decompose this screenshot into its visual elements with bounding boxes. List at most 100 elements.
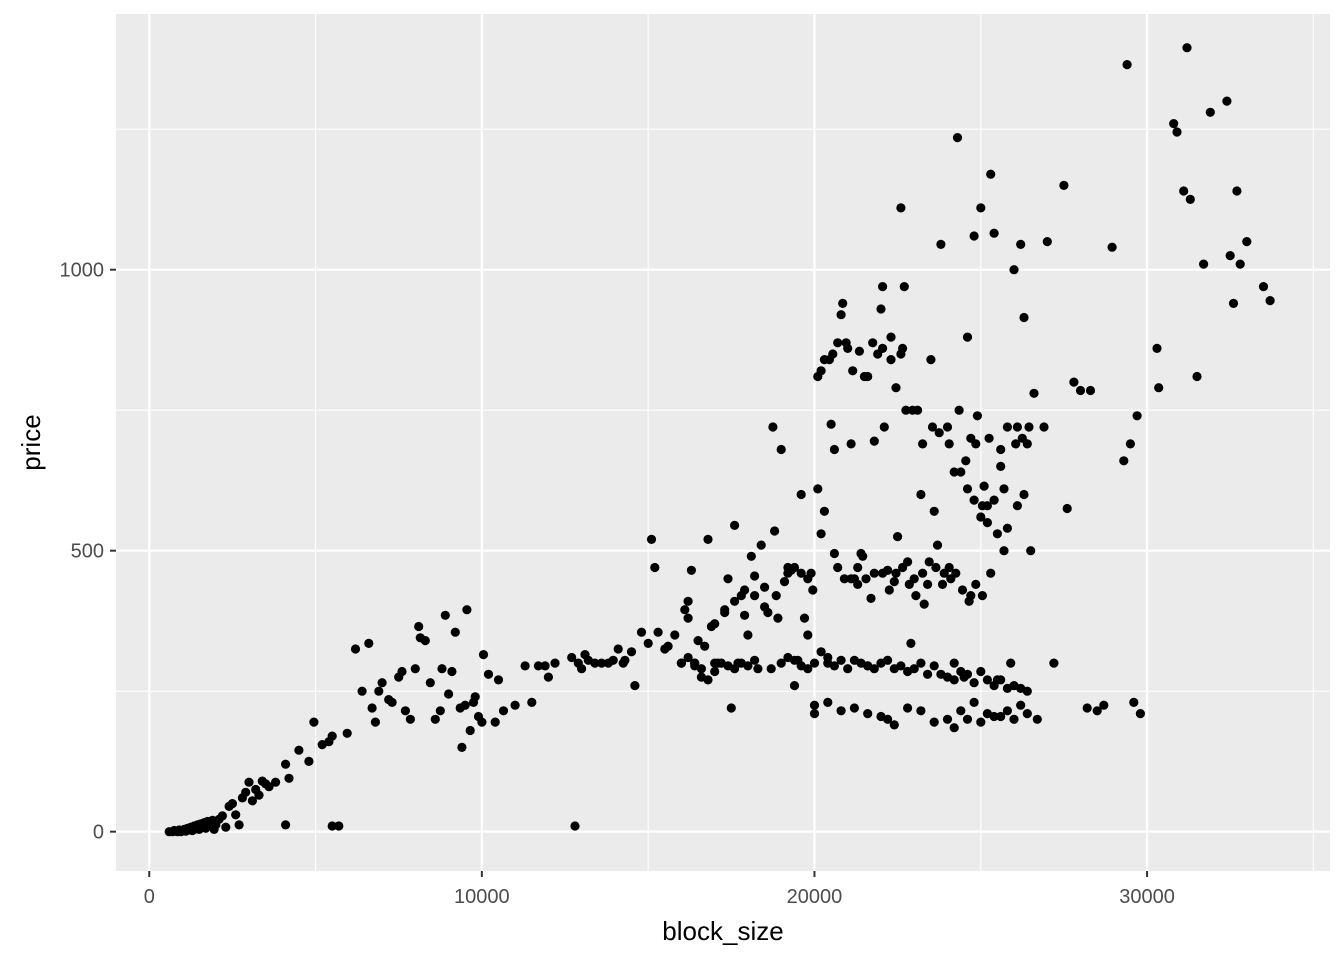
- data-point: [470, 692, 480, 702]
- data-point: [231, 810, 241, 820]
- data-point: [294, 745, 304, 755]
- data-point: [693, 636, 703, 646]
- data-point: [221, 822, 231, 832]
- data-point: [923, 669, 933, 679]
- data-point: [1228, 298, 1239, 308]
- data-point: [816, 366, 826, 376]
- data-point: [1009, 714, 1019, 724]
- data-point: [680, 605, 690, 615]
- data-point: [949, 675, 959, 685]
- data-point: [962, 669, 973, 679]
- data-point: [1042, 237, 1052, 247]
- data-point: [901, 405, 911, 415]
- data-point: [460, 700, 470, 710]
- data-point: [510, 700, 520, 710]
- data-point: [723, 574, 733, 584]
- data-point: [816, 529, 826, 539]
- data-point: [924, 557, 934, 567]
- data-point: [776, 658, 786, 668]
- data-point: [420, 636, 430, 646]
- data-point: [916, 706, 926, 716]
- data-point: [1122, 60, 1132, 70]
- data-point: [944, 562, 954, 573]
- data-point: [1242, 237, 1252, 247]
- data-point: [849, 703, 860, 713]
- data-point: [771, 591, 781, 601]
- data-point: [440, 610, 450, 620]
- data-point: [1232, 186, 1242, 196]
- data-point: [878, 343, 888, 353]
- data-point: [760, 602, 770, 612]
- data-point: [1069, 377, 1079, 387]
- data-point: [1022, 686, 1032, 696]
- data-point: [750, 655, 760, 665]
- data-point: [768, 422, 778, 432]
- data-point: [906, 638, 916, 649]
- data-point: [868, 338, 878, 348]
- data-point: [1185, 194, 1195, 204]
- data-point: [740, 585, 750, 595]
- data-point: [350, 644, 361, 654]
- data-point: [1006, 658, 1016, 668]
- data-point: [490, 717, 500, 727]
- data-point: [357, 686, 367, 696]
- data-point: [886, 332, 896, 342]
- data-point: [1024, 422, 1034, 432]
- data-point: [663, 641, 673, 651]
- data-point: [789, 681, 800, 691]
- data-point: [686, 565, 697, 575]
- data-point: [770, 526, 780, 536]
- data-point: [1062, 503, 1072, 514]
- data-point: [996, 444, 1006, 455]
- data-point: [1085, 385, 1096, 396]
- data-point: [962, 332, 973, 342]
- data-point: [1235, 259, 1245, 269]
- data-point: [809, 700, 820, 710]
- data-point: [889, 577, 899, 587]
- data-point: [327, 821, 337, 831]
- data-point: [1192, 371, 1202, 382]
- data-point: [836, 655, 846, 665]
- data-point: [911, 591, 921, 601]
- y-axis-title: price: [16, 414, 46, 470]
- data-point: [848, 366, 858, 376]
- data-point: [773, 613, 783, 623]
- data-point: [750, 591, 760, 601]
- data-point: [992, 529, 1003, 539]
- data-point: [883, 655, 893, 665]
- data-point: [478, 650, 489, 660]
- data-point: [498, 706, 509, 716]
- data-point: [447, 666, 457, 677]
- data-point: [944, 439, 954, 449]
- data-point: [951, 568, 961, 578]
- data-point: [869, 436, 879, 446]
- y-axis-ticks: 0 500 1000: [60, 260, 116, 844]
- data-point: [309, 717, 319, 727]
- x-tick-label: 0: [144, 886, 155, 908]
- data-point: [966, 433, 976, 443]
- data-point: [271, 777, 281, 787]
- data-point: [976, 666, 986, 677]
- data-point: [683, 652, 693, 663]
- data-point: [969, 678, 979, 688]
- data-point: [1152, 343, 1162, 353]
- data-point: [1039, 422, 1049, 432]
- data-point: [996, 675, 1006, 685]
- data-point: [1125, 439, 1135, 449]
- data-point: [823, 652, 833, 663]
- data-point: [444, 689, 454, 699]
- data-point: [969, 495, 979, 505]
- data-point: [898, 562, 908, 573]
- data-point: [1002, 422, 1013, 432]
- data-point: [696, 664, 707, 674]
- data-point: [809, 658, 820, 668]
- data-point: [1222, 96, 1232, 106]
- data-point: [929, 661, 939, 671]
- data-point: [899, 282, 909, 292]
- data-point: [377, 678, 387, 688]
- data-point: [284, 773, 294, 783]
- data-point: [1265, 296, 1275, 306]
- data-point: [949, 467, 959, 477]
- data-point: [977, 591, 988, 601]
